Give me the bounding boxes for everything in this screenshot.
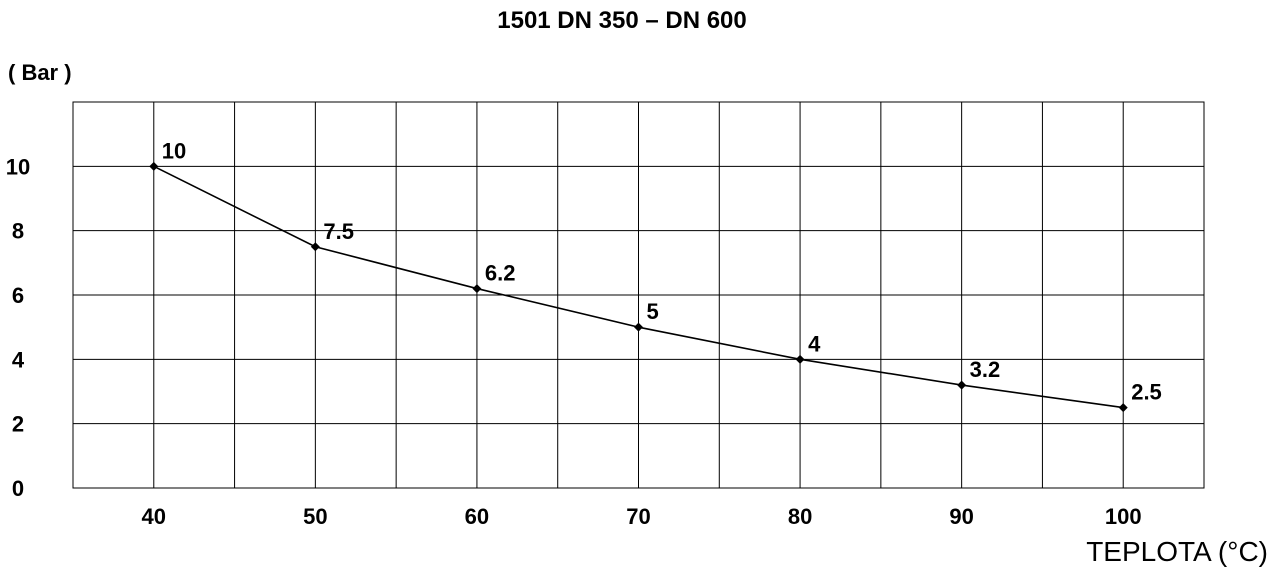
x-tick-label: 60 <box>465 504 489 529</box>
data-point-label: 10 <box>162 138 186 163</box>
data-point-markers <box>149 161 1128 413</box>
data-point-label: 6.2 <box>485 261 516 286</box>
data-point-marker <box>795 354 805 364</box>
data-point-label: 5 <box>647 299 659 324</box>
y-axis-tick-labels: 0 2 4 6 8 10 <box>6 154 30 501</box>
data-point-label: 7.5 <box>323 219 354 244</box>
x-tick-label: 90 <box>949 504 973 529</box>
y-tick-label: 2 <box>12 412 24 437</box>
data-point-marker <box>634 322 643 332</box>
grid-lines <box>73 102 1204 488</box>
data-point-labels: 10 7.5 6.2 5 4 3.2 2.5 <box>162 138 1162 404</box>
y-axis-unit-label: ( Bar ) <box>8 60 72 85</box>
data-point-marker <box>472 284 482 294</box>
data-point-label: 4 <box>808 331 821 356</box>
y-tick-label: 0 <box>12 476 24 501</box>
x-axis-label: TEPLOTA (°C) <box>1086 536 1268 567</box>
x-axis-tick-labels: 40 50 60 70 80 90 100 <box>142 504 1142 529</box>
y-tick-label: 10 <box>6 154 30 179</box>
chart-title: 1501 DN 350 – DN 600 <box>497 7 747 34</box>
plot-frame <box>72 101 1205 489</box>
y-tick-label: 6 <box>12 283 24 308</box>
data-point-label: 3.2 <box>970 357 1001 382</box>
data-point-marker <box>310 242 320 252</box>
x-tick-label: 40 <box>142 504 166 529</box>
x-tick-label: 70 <box>626 504 650 529</box>
x-tick-label: 80 <box>788 504 812 529</box>
x-tick-label: 50 <box>303 504 327 529</box>
y-tick-label: 8 <box>12 219 24 244</box>
data-point-marker <box>957 380 967 390</box>
data-point-marker <box>149 161 159 171</box>
data-point-label: 2.5 <box>1131 380 1162 405</box>
y-tick-label: 4 <box>12 347 25 372</box>
x-tick-label: 100 <box>1105 504 1142 529</box>
data-point-marker <box>1118 403 1128 413</box>
